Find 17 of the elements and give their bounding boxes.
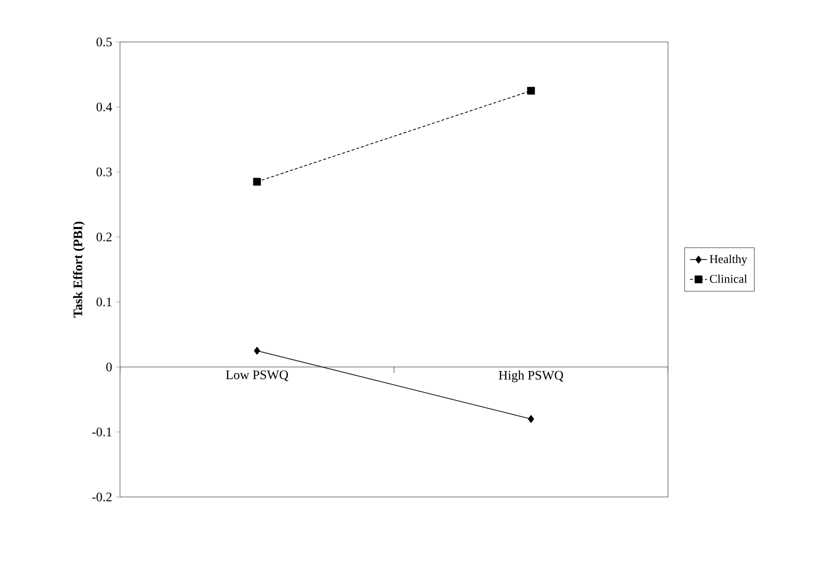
y-tick-label: 0.1: [96, 298, 112, 306]
x-tick-label: High PSWQ: [498, 370, 564, 382]
y-tick-label: 0.5: [96, 38, 112, 46]
y-tick-label: 0.2: [96, 232, 112, 242]
point: [528, 415, 534, 423]
point: [254, 346, 260, 355]
legend-label: Healthy: [710, 254, 748, 266]
y-tick-label: 0: [106, 362, 112, 372]
y-tick-label: 0.4: [96, 102, 112, 112]
y-tick-label: -0.1: [92, 428, 112, 436]
point: [253, 178, 261, 186]
y-tick-label: -0.2: [92, 492, 112, 502]
point: [527, 86, 535, 95]
y-axis-title: Task Effort (PBI): [73, 222, 85, 318]
legend-label: Clinical: [710, 274, 748, 283]
y-tick-label: 0.3: [96, 168, 112, 176]
x-tick-label: Low PSWQ: [226, 370, 288, 382]
